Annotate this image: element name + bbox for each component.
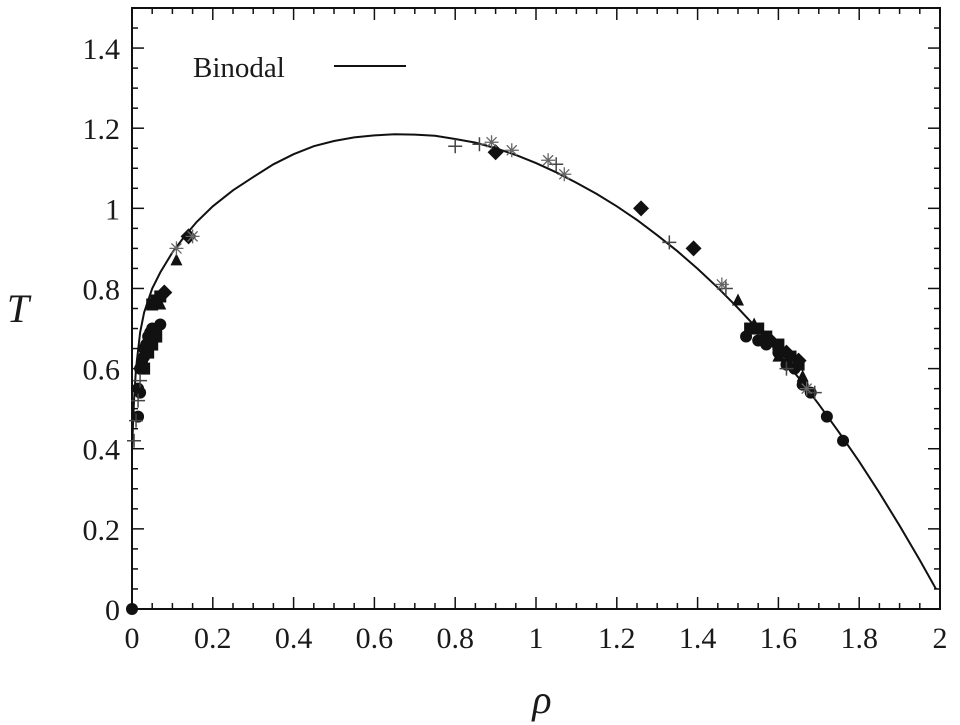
data-point-diamond <box>685 240 702 257</box>
legend: Binodal <box>193 52 406 84</box>
data-point-circle <box>126 603 138 615</box>
data-point-triangle <box>748 317 761 330</box>
y-tick-label: 0 <box>105 594 120 627</box>
data-point-star <box>557 167 572 182</box>
y-axis-label: T <box>7 286 32 331</box>
data-point-circle <box>837 434 850 447</box>
x-tick-label: 0 <box>125 622 140 655</box>
data-point-circle <box>820 410 833 423</box>
x-tick-label: 1.2 <box>598 622 636 655</box>
data-point-diamond <box>762 332 779 349</box>
data-point-star <box>169 241 184 256</box>
x-tick-label: 1.4 <box>679 622 717 655</box>
data-point-diamond <box>778 344 795 361</box>
data-point-triangle <box>154 297 167 310</box>
y-tick-label: 0.4 <box>83 434 121 467</box>
x-tick-label: 1.8 <box>840 622 878 655</box>
data-point-triangle <box>796 369 809 382</box>
data-point-plus <box>131 393 146 408</box>
data-point-circle <box>154 318 167 331</box>
y-tick-label: 1.4 <box>83 33 121 66</box>
y-tick-label: 1.2 <box>83 113 121 146</box>
data-point-circle <box>132 410 145 423</box>
data-point-star <box>504 143 519 158</box>
data-point-star <box>799 381 814 396</box>
data-point-square <box>150 330 163 343</box>
data-point-star <box>185 229 200 244</box>
binodal-curve <box>131 133 937 590</box>
y-tick-label: 0.6 <box>83 354 121 387</box>
y-tick-label: 0.8 <box>83 273 121 306</box>
data-point-plus <box>448 139 463 154</box>
x-tick-label: 2 <box>933 622 948 655</box>
x-tick-label: 0.4 <box>275 622 313 655</box>
x-tick-label: 0.6 <box>356 622 394 655</box>
x-axis-label: ρ <box>530 677 551 722</box>
data-point-star <box>714 277 729 292</box>
data-point-diamond <box>156 284 173 301</box>
legend-label-binodal: Binodal <box>193 52 285 84</box>
data-point-square <box>138 362 151 375</box>
data-point-triangle <box>170 253 183 266</box>
data-point-star <box>541 153 556 168</box>
y-tick-label: 0.2 <box>83 514 121 547</box>
x-tick-label: 0.8 <box>436 622 474 655</box>
y-tick-label: 1 <box>105 193 120 226</box>
data-point-plus <box>133 373 148 388</box>
data-point-triangle <box>772 349 785 362</box>
y-tick-labels: 0 0.2 0.4 0.6 0.8 1 1.2 1.4 <box>83 33 121 627</box>
data-point-plus <box>127 433 142 448</box>
data-point-diamond <box>790 352 807 369</box>
x-tick-label: 1 <box>529 622 544 655</box>
data-point-plus <box>472 137 487 152</box>
data-point-plus <box>129 413 144 428</box>
x-tick-labels: 0 0.2 0.4 0.6 0.8 1 1.2 1.4 1.6 1.8 2 <box>125 622 948 655</box>
x-tick-label: 0.2 <box>194 622 232 655</box>
data-point-diamond <box>633 200 650 217</box>
data-point-triangle <box>732 293 744 306</box>
data-point-star <box>484 135 499 150</box>
data-point-plus <box>779 361 794 376</box>
plot-frame <box>131 7 941 610</box>
x-tick-label: 1.6 <box>760 622 798 655</box>
data-point-plus <box>662 235 677 250</box>
axis-ticks <box>131 7 941 610</box>
data-point-circle <box>134 386 147 399</box>
data-markers <box>126 135 850 615</box>
binodal-curve-layer <box>131 133 937 590</box>
